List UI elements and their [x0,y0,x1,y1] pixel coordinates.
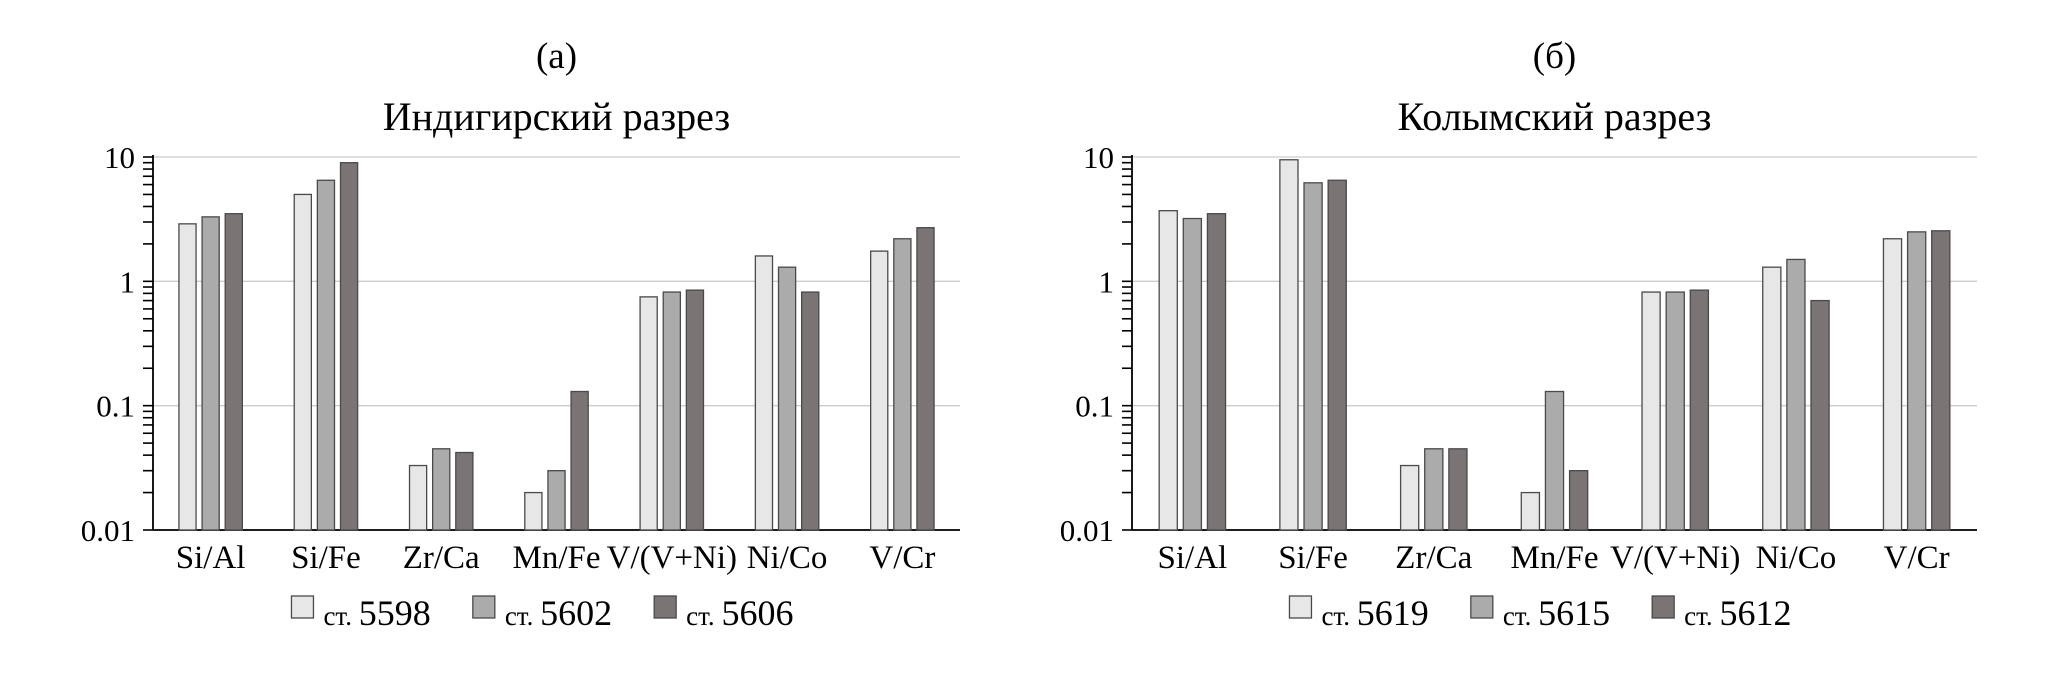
svg-text:0.01: 0.01 [1060,513,1114,548]
svg-text:Ni/Co: Ni/Co [1756,540,1837,576]
svg-text:(б): (б) [1533,36,1576,77]
svg-text:10: 10 [1083,140,1114,175]
svg-text:Ni/Co: Ni/Co [747,540,828,576]
svg-text:Si/Al: Si/Al [176,540,246,576]
svg-text:(а): (а) [536,36,577,77]
svg-text:0.1: 0.1 [96,389,135,424]
svg-text:1: 1 [1099,264,1115,299]
svg-text:V/(V+Ni): V/(V+Ni) [1610,540,1740,576]
svg-text:Zr/Ca: Zr/Ca [403,540,480,576]
svg-text:0.01: 0.01 [81,513,135,548]
svg-text:Si/Al: Si/Al [1158,540,1228,576]
svg-text:Si/Fe: Si/Fe [291,540,361,576]
svg-text:Mn/Fe: Mn/Fe [512,540,600,576]
svg-text:Si/Fe: Si/Fe [1278,540,1348,576]
svg-text:V/Cr: V/Cr [869,540,935,576]
svg-text:V/(V+Ni): V/(V+Ni) [607,540,737,576]
svg-text:1: 1 [120,264,136,299]
svg-text:Mn/Fe: Mn/Fe [1510,540,1598,576]
svg-text:V/Cr: V/Cr [1884,540,1950,576]
svg-text:Колымский разрез: Колымский разрез [1398,94,1712,139]
svg-text:10: 10 [104,140,135,175]
svg-text:0.1: 0.1 [1075,389,1114,424]
svg-text:Индигирский разрез: Индигирский разрез [383,94,730,139]
svg-text:Zr/Ca: Zr/Ca [1395,540,1472,576]
